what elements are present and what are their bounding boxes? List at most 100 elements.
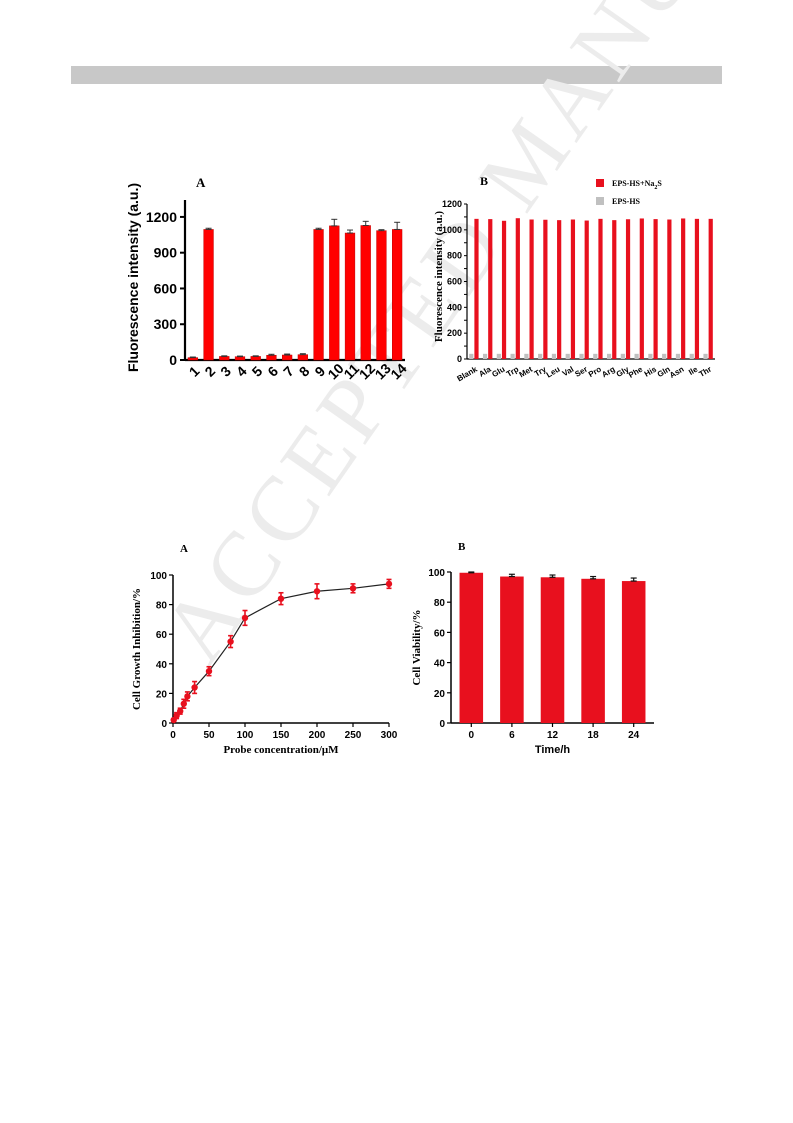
- legend-swatch: [596, 179, 604, 187]
- y-tick-label: 800: [447, 251, 462, 261]
- bar-eps-hs-na2s: [529, 219, 534, 359]
- bar: [360, 225, 371, 361]
- y-tick-label: 100: [150, 571, 167, 582]
- x-axis-label: Probe concentration/μM: [223, 744, 339, 756]
- x-tick-label: Phe: [627, 364, 645, 379]
- bar-eps-hs-na2s: [543, 219, 548, 359]
- y-tick-label: 20: [434, 689, 446, 700]
- y-tick-label: 20: [156, 689, 168, 700]
- x-tick-label: Glu: [490, 365, 506, 380]
- bar-eps-hs-na2s: [570, 219, 576, 359]
- bar-eps-hs: [634, 353, 639, 359]
- x-tick-label: 2: [201, 363, 218, 380]
- bar: [459, 572, 484, 723]
- x-tick-label: 6: [264, 363, 281, 380]
- x-tick-label: 24: [628, 730, 640, 741]
- data-point: [184, 693, 191, 700]
- x-tick-label: 5: [249, 363, 266, 380]
- legend-swatch: [596, 197, 604, 205]
- y-axis-label: Cell Growth Inhibition/%: [131, 588, 143, 710]
- bar-eps-hs: [482, 353, 488, 359]
- y-tick-label: 40: [434, 659, 446, 670]
- data-point: [205, 668, 213, 675]
- bar: [282, 354, 293, 361]
- x-tick-label: 18: [588, 730, 600, 741]
- chart-fluorescence-b: 020040060080010001200BlankAlaGluTrpMetTr…: [433, 174, 715, 383]
- data-point: [277, 595, 285, 602]
- data-point: [241, 614, 249, 622]
- y-tick-label: 80: [156, 601, 168, 612]
- bar-eps-hs-na2s: [667, 219, 672, 359]
- x-tick-label: 200: [309, 730, 326, 741]
- panel-label: A: [196, 175, 206, 190]
- bar: [313, 229, 324, 361]
- y-tick-label: 200: [447, 328, 462, 338]
- x-tick-label: 6: [509, 730, 515, 741]
- bar-eps-hs-na2s: [708, 218, 713, 359]
- data-point: [349, 585, 357, 592]
- chart-fluorescence-a: 030060090012001234567891011121314AFluore…: [125, 175, 410, 382]
- bar: [266, 354, 277, 361]
- bar-eps-hs-na2s: [681, 218, 686, 359]
- data-point: [313, 588, 321, 595]
- y-tick-label: 100: [428, 568, 445, 579]
- bar-eps-hs: [579, 353, 584, 359]
- bar-eps-hs: [662, 353, 667, 359]
- bar-eps-hs-na2s: [694, 218, 700, 359]
- y-tick-label: 900: [154, 245, 178, 261]
- x-tick-label: 14: [387, 360, 409, 382]
- y-axis-label: Fluorescence intensity (a.u.): [125, 183, 141, 372]
- chart-growth-inhibition: 0 20 40 60 80 100 0 50 100 150 200 250 300 A Probe con…: [131, 543, 398, 756]
- data-point: [180, 700, 187, 707]
- bar: [621, 581, 646, 723]
- y-tick-label: 0: [161, 719, 167, 730]
- y-tick-label: 1200: [442, 199, 462, 209]
- y-tick-label: 400: [447, 302, 462, 312]
- bar: [329, 225, 340, 361]
- bar-eps-hs-na2s: [488, 219, 493, 359]
- bar: [203, 229, 214, 361]
- bar-eps-hs: [538, 353, 543, 359]
- bar-eps-hs: [524, 353, 529, 359]
- legend-label: EPS-HS+Na2S: [612, 179, 662, 191]
- bar: [392, 229, 403, 361]
- bar: [344, 232, 356, 361]
- bar: [500, 576, 524, 723]
- x-tick-label: 1: [186, 363, 203, 380]
- x-tick-label: 50: [203, 730, 215, 741]
- bar-eps-hs-na2s: [557, 220, 562, 359]
- bar: [581, 578, 605, 723]
- y-axis-label: Cell Viability/%: [411, 609, 423, 685]
- bar-eps-hs: [675, 353, 681, 359]
- bar-eps-hs-na2s: [639, 218, 644, 359]
- bar: [219, 356, 230, 361]
- x-tick-label: 0: [469, 730, 475, 741]
- data-point: [385, 580, 393, 588]
- bar-eps-hs: [606, 353, 612, 359]
- x-tick-label: 0: [170, 730, 176, 741]
- x-tick-label: Met: [518, 365, 535, 380]
- x-tick-label: 3: [217, 363, 234, 380]
- y-tick-label: 0: [439, 719, 445, 730]
- panel-label: A: [180, 543, 188, 555]
- bar-eps-hs-na2s: [515, 218, 520, 359]
- x-tick-label: Asn: [668, 365, 686, 380]
- bar-eps-hs: [689, 353, 694, 359]
- bar-eps-hs-na2s: [598, 218, 603, 359]
- y-tick-label: 60: [156, 630, 168, 641]
- bar: [234, 356, 246, 361]
- data-point: [177, 707, 184, 715]
- bar-eps-hs-na2s: [612, 220, 617, 359]
- x-tick-label: Thr: [697, 365, 713, 379]
- data-point: [191, 684, 198, 691]
- y-tick-label: 0: [457, 354, 462, 364]
- x-axis-label: Time/h: [535, 744, 571, 756]
- y-tick-label: 600: [447, 277, 462, 287]
- header-bar: [71, 66, 722, 84]
- y-tick-label: 600: [154, 280, 178, 296]
- bar-eps-hs-na2s: [584, 220, 589, 359]
- x-tick-label: 250: [345, 730, 362, 741]
- x-tick-label: 8: [296, 363, 313, 380]
- x-tick-label: Blank: [456, 364, 480, 383]
- bar-eps-hs: [496, 353, 501, 359]
